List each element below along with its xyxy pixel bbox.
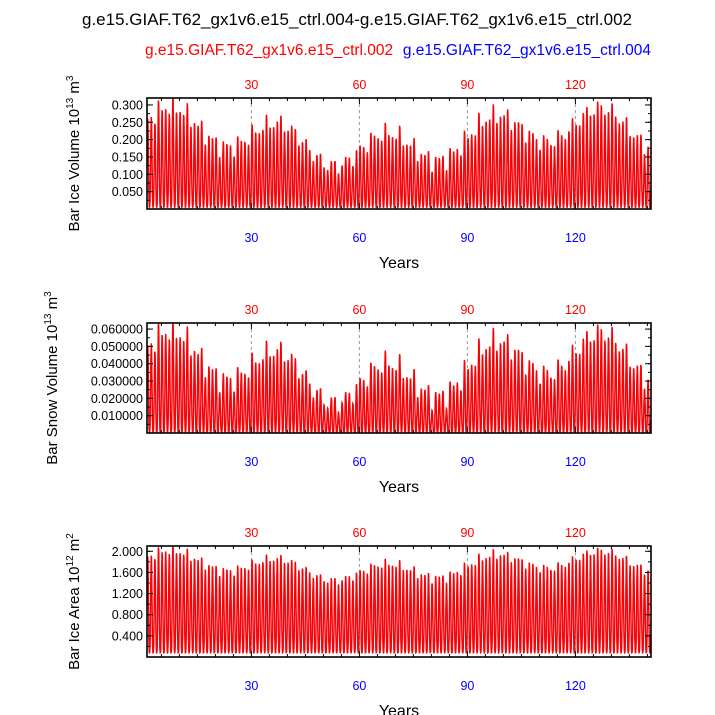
y-tick-label: 0.100 (112, 168, 143, 182)
x-tick-label-bottom: 30 (244, 455, 258, 469)
y-tick-label: 0.200 (112, 133, 143, 147)
y-tick-label: 0.150 (112, 150, 143, 164)
x-axis-label: Years (379, 479, 419, 496)
series-line-ctrl-002 (147, 323, 651, 433)
y-tick-label: 0.050 (112, 185, 143, 199)
y-axis-label: Bar Ice Area 1012 m2 (65, 533, 83, 670)
x-tick-label-bottom: 30 (244, 231, 258, 245)
x-tick-label-bottom: 60 (352, 231, 366, 245)
x-tick-label-bottom: 120 (565, 455, 586, 469)
x-tick-label-top: 30 (244, 526, 258, 540)
y-tick-label: 0.040000 (91, 357, 143, 371)
x-tick-label-top: 60 (352, 526, 366, 540)
x-tick-label-bottom: 30 (244, 679, 258, 693)
series-line-ctrl-002 (147, 546, 651, 654)
y-tick-label: 1.200 (112, 587, 143, 601)
y-tick-label: 0.060000 (91, 323, 143, 337)
legend-label-blue: g.e15.GIAF.T62_gx1v6.e15_ctrl.004 (403, 42, 652, 59)
x-tick-label-bottom: 90 (460, 231, 474, 245)
x-tick-label-top: 30 (244, 78, 258, 92)
x-tick-label-top: 120 (565, 303, 586, 317)
series-line-ctrl-002 (147, 98, 651, 209)
x-tick-label-top: 120 (565, 526, 586, 540)
plot-frame (146, 545, 652, 658)
x-tick-label-top: 90 (460, 303, 474, 317)
plot-frame (146, 97, 652, 210)
y-tick-label: 0.010000 (91, 409, 143, 423)
y-tick-label: 1.600 (112, 566, 143, 580)
x-tick-label-top: 120 (565, 78, 586, 92)
y-tick-label: 0.250 (112, 116, 143, 130)
x-tick-label-bottom: 60 (352, 455, 366, 469)
x-axis-label: Years (379, 255, 419, 272)
chart-panel-3: 0.400 0.800 1.200 1.600 2.000 30 60 90 120 30 60 90… (65, 526, 652, 715)
y-tick-label: 2.000 (112, 545, 143, 559)
y-tick-label: 0.800 (112, 608, 143, 622)
chart-panel-2: 0.010000 0.020000 0.030000 0.040000 0.050000… (43, 291, 652, 496)
y-tick-label: 0.020000 (91, 392, 143, 406)
x-tick-label-top: 90 (460, 526, 474, 540)
legend-label-red: g.e15.GIAF.T62_gx1v6.e15_ctrl.002 (145, 42, 393, 59)
x-tick-label-bottom: 90 (460, 679, 474, 693)
chart-panel-1: 0.050 0.100 0.150 0.200 0.250 0.300 30 60 90 120 3… (65, 75, 652, 272)
y-tick-label: 0.050000 (91, 340, 143, 354)
x-tick-label-top: 30 (244, 303, 258, 317)
y-axis-label: Bar Snow Volume 1013 m3 (43, 291, 61, 465)
y-axis-label: Bar Ice Volume 1013 m3 (65, 75, 83, 231)
x-axis-label: Years (379, 703, 419, 715)
x-tick-label-bottom: 120 (565, 231, 586, 245)
x-tick-label-bottom: 120 (565, 679, 586, 693)
x-tick-label-top: 60 (352, 78, 366, 92)
figure-title: g.e15.GIAF.T62_gx1v6.e15_ctrl.004-g.e15.… (82, 10, 632, 29)
y-tick-label: 0.400 (112, 629, 143, 643)
plot-frame (146, 322, 652, 434)
x-tick-label-bottom: 90 (460, 455, 474, 469)
y-tick-label: 0.300 (112, 98, 143, 112)
x-tick-label-top: 60 (352, 303, 366, 317)
y-tick-label: 0.030000 (91, 375, 143, 389)
x-tick-label-top: 90 (460, 78, 474, 92)
x-tick-label-bottom: 60 (352, 679, 366, 693)
